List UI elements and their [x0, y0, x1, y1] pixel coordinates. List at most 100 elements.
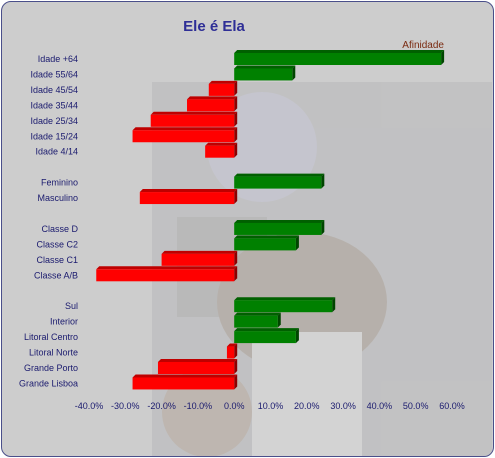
bar-side-face [234, 374, 238, 390]
x-tick-label: -30.0% [111, 401, 140, 411]
category-label: Interior [50, 317, 78, 327]
category-label: Idade 25/34 [30, 116, 78, 126]
category-label: Idade 55/64 [30, 69, 78, 79]
bar-front-face [234, 331, 296, 344]
bar-top-face [234, 219, 325, 223]
bar-top-face [132, 127, 238, 131]
bar-top-face [234, 65, 296, 69]
category-label: Grande Lisboa [19, 378, 78, 388]
bar-top-face [132, 374, 238, 378]
category-label: Classe D [41, 224, 78, 234]
bar-front-face [234, 222, 322, 235]
bar [226, 343, 238, 359]
bar-top-face [234, 297, 336, 301]
bar-top-face [187, 96, 238, 100]
bar-side-face [321, 173, 325, 189]
bar-top-face [234, 312, 281, 316]
bar [187, 96, 238, 112]
bars-group [96, 50, 445, 390]
bar-front-face [234, 315, 278, 328]
bar-top-face [157, 359, 238, 362]
bar-front-face [96, 269, 235, 282]
x-tick-label: 0.0% [224, 401, 245, 411]
x-tick-label: 50.0% [403, 401, 429, 411]
category-label: Sul [65, 301, 78, 311]
x-tick-label: -10.0% [184, 401, 213, 411]
category-label: Idade 45/54 [30, 85, 78, 95]
bar-side-face [295, 328, 299, 344]
bar [234, 235, 299, 251]
x-tick-label: 30.0% [330, 401, 356, 411]
bar-front-face [234, 176, 322, 189]
bar-front-face [226, 346, 235, 359]
bar [234, 219, 325, 235]
bar-side-face [292, 65, 296, 81]
bar-top-face [139, 189, 238, 193]
legend-label: Afinidade [402, 40, 444, 51]
bar [234, 65, 296, 81]
x-axis-ticks: -40.0% -30.0% -20.0% -10.0% 0.0% 10.0% 20.0% 30… [75, 401, 465, 411]
bar-side-face [234, 127, 238, 143]
bar [150, 111, 238, 127]
category-label: Idade 4/14 [35, 147, 78, 157]
x-tick-label: 60.0% [439, 401, 465, 411]
bar-side-face [234, 111, 238, 127]
category-label: Feminino [41, 178, 78, 188]
bar [234, 297, 336, 313]
x-tick-label: -40.0% [75, 401, 104, 411]
bar-side-face [295, 235, 299, 251]
bar [234, 173, 325, 189]
category-label: Litoral Centro [24, 332, 78, 342]
category-label: Idade +64 [38, 54, 78, 64]
bar-front-face [132, 130, 235, 143]
x-tick-label: -20.0% [147, 401, 176, 411]
bar-front-face [234, 68, 293, 81]
bar-front-face [208, 83, 235, 96]
bar-top-face [150, 111, 238, 115]
bar [132, 127, 238, 143]
bar-top-face [234, 328, 299, 332]
bar-front-face [161, 253, 235, 266]
bar-top-face [234, 173, 325, 177]
chart-title: Ele é Ela [183, 18, 245, 35]
bar [161, 250, 238, 266]
bar-front-face [187, 99, 235, 112]
bar [234, 328, 299, 344]
category-label: Litoral Norte [29, 348, 78, 358]
x-tick-label: 10.0% [258, 401, 284, 411]
bar-front-face [157, 362, 235, 374]
bar-front-face [132, 377, 235, 390]
bar-side-face [234, 359, 238, 374]
category-label: Idade 15/24 [30, 131, 78, 141]
bar [157, 359, 238, 374]
bar-side-face [234, 189, 238, 205]
category-label: Classe C2 [36, 239, 78, 249]
bar-side-face [234, 80, 238, 96]
bar [234, 312, 281, 328]
category-label: Idade 35/44 [30, 100, 78, 110]
bar [205, 142, 238, 158]
bar-top-face [234, 50, 445, 53]
bar-front-face [234, 300, 333, 313]
bar-side-face [441, 50, 445, 65]
bar [139, 189, 238, 205]
bar-front-face [150, 114, 235, 127]
bar-side-face [234, 266, 238, 282]
bar-front-face [234, 53, 442, 65]
bar [208, 80, 238, 96]
bar-side-face [234, 96, 238, 112]
category-label: Classe A/B [34, 270, 78, 280]
bar-top-face [205, 142, 238, 146]
bar-side-face [234, 250, 238, 266]
bar-side-face [321, 219, 325, 235]
x-tick-label: 20.0% [294, 401, 320, 411]
category-label: Masculino [37, 193, 78, 203]
bar [234, 50, 445, 65]
bar-top-face [208, 80, 238, 84]
category-label: Grande Porto [24, 363, 78, 373]
bar-front-face [205, 145, 235, 158]
x-tick-label: 40.0% [367, 401, 393, 411]
bar-front-face [234, 238, 296, 251]
